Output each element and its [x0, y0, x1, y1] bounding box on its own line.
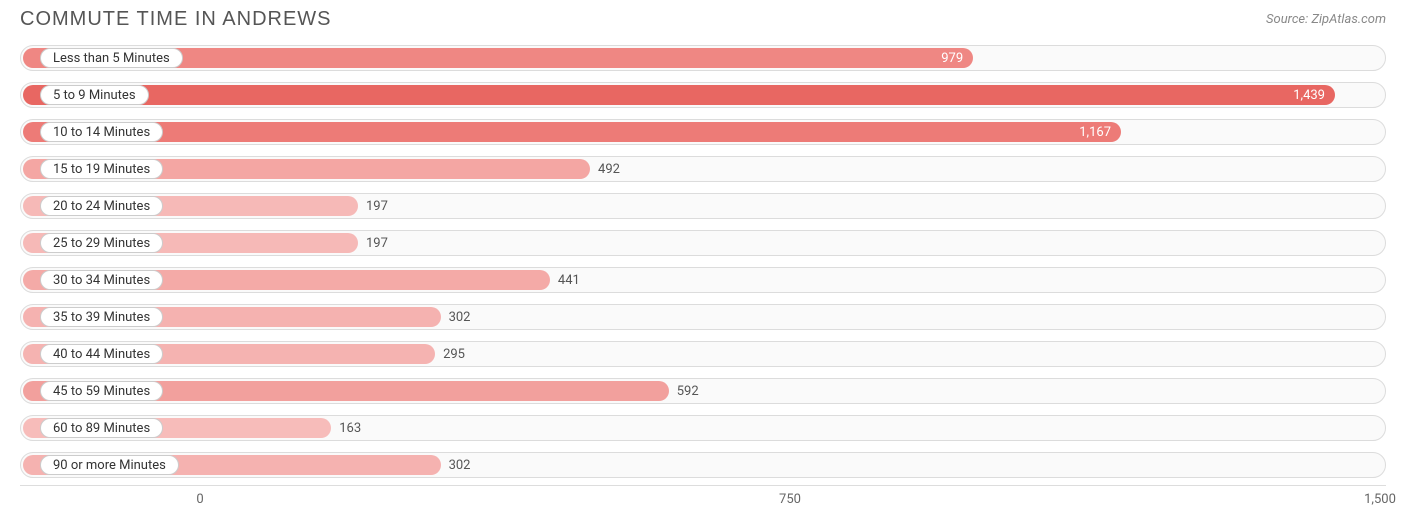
value-label: 197 [358, 233, 388, 253]
value-label: 1,439 [23, 85, 1335, 105]
category-pill: 15 to 19 Minutes [40, 159, 163, 179]
axis-tick: 0 [196, 492, 203, 507]
value-label: 1,167 [23, 122, 1121, 142]
value-label: 295 [435, 344, 465, 364]
chart-title: COMMUTE TIME IN ANDREWS [20, 8, 332, 31]
category-label: 30 to 34 Minutes [53, 273, 150, 288]
source-prefix: Source: [1266, 12, 1311, 27]
bar-row: 10 to 14 Minutes1,167 [20, 115, 1386, 150]
x-axis: 07501,500 [20, 485, 1386, 515]
category-pill: 60 to 89 Minutes [40, 418, 163, 438]
bar-row: 40 to 44 Minutes 295 [20, 337, 1386, 372]
category-pill: 30 to 34 Minutes [40, 270, 163, 290]
chart-area: Less than 5 Minutes9795 to 9 Minutes1,43… [0, 35, 1406, 483]
chart-header: COMMUTE TIME IN ANDREWS Source: ZipAtlas… [0, 0, 1406, 35]
source-name: ZipAtlas.com [1311, 12, 1386, 27]
value-label: 979 [23, 48, 973, 68]
category-pill: 40 to 44 Minutes [40, 344, 163, 364]
category-label: 35 to 39 Minutes [53, 310, 150, 325]
chart-source: Source: ZipAtlas.com [1266, 12, 1386, 27]
bar-row: 20 to 24 Minutes 197 [20, 189, 1386, 224]
axis-tick: 1,500 [1364, 492, 1396, 507]
bar-row: 30 to 34 Minutes 441 [20, 263, 1386, 298]
value-label: 302 [441, 455, 471, 475]
value-label: 441 [550, 270, 580, 290]
bar-row: 15 to 19 Minutes 492 [20, 152, 1386, 187]
category-pill: 20 to 24 Minutes [40, 196, 163, 216]
bar-row: 35 to 39 Minutes 302 [20, 300, 1386, 335]
bar-row: 25 to 29 Minutes 197 [20, 226, 1386, 261]
category-label: 60 to 89 Minutes [53, 421, 150, 436]
value-label: 163 [331, 418, 361, 438]
category-pill: 25 to 29 Minutes [40, 233, 163, 253]
category-pill: 45 to 59 Minutes [40, 381, 163, 401]
bar-row: Less than 5 Minutes979 [20, 41, 1386, 76]
axis-tick: 750 [779, 492, 801, 507]
category-label: 45 to 59 Minutes [53, 384, 150, 399]
category-label: 90 or more Minutes [53, 458, 166, 473]
bar-row: 45 to 59 Minutes 592 [20, 374, 1386, 409]
value-label: 197 [358, 196, 388, 216]
bar-row: 90 or more Minutes 302 [20, 448, 1386, 483]
value-label: 592 [669, 381, 699, 401]
category-label: 15 to 19 Minutes [53, 162, 150, 177]
category-label: 20 to 24 Minutes [53, 199, 150, 214]
category-label: 40 to 44 Minutes [53, 347, 150, 362]
category-label: 25 to 29 Minutes [53, 236, 150, 251]
value-label: 492 [590, 159, 620, 179]
bar-row: 5 to 9 Minutes1,439 [20, 78, 1386, 113]
bar-row: 60 to 89 Minutes 163 [20, 411, 1386, 446]
category-pill: 90 or more Minutes [40, 455, 179, 475]
category-pill: 35 to 39 Minutes [40, 307, 163, 327]
value-label: 302 [441, 307, 471, 327]
